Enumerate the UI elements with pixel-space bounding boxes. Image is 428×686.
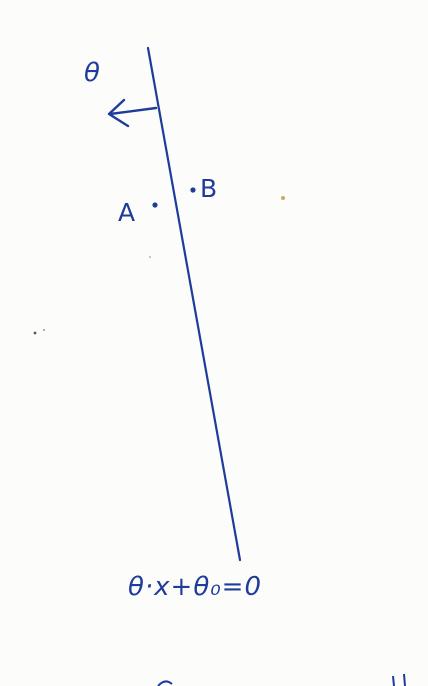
partial-ink-mark bbox=[392, 673, 406, 686]
paper-speck bbox=[281, 196, 285, 200]
paper-speck bbox=[43, 329, 45, 331]
point-a-dot bbox=[152, 202, 158, 208]
normal-vector-shaft bbox=[108, 106, 158, 116]
paper-speck bbox=[33, 331, 37, 335]
normal-vector-arrowhead bbox=[107, 98, 130, 128]
decision-boundary-line bbox=[146, 46, 242, 562]
boundary-equation-label: θ·x+θ₀=0 bbox=[128, 572, 263, 602]
paper-speck bbox=[149, 256, 151, 258]
point-a-label: A bbox=[118, 198, 136, 227]
normal-vector-label: θ bbox=[84, 58, 100, 88]
partial-ink-mark bbox=[157, 680, 173, 686]
point-b-dot bbox=[190, 187, 196, 193]
point-b-label: B bbox=[200, 174, 218, 203]
